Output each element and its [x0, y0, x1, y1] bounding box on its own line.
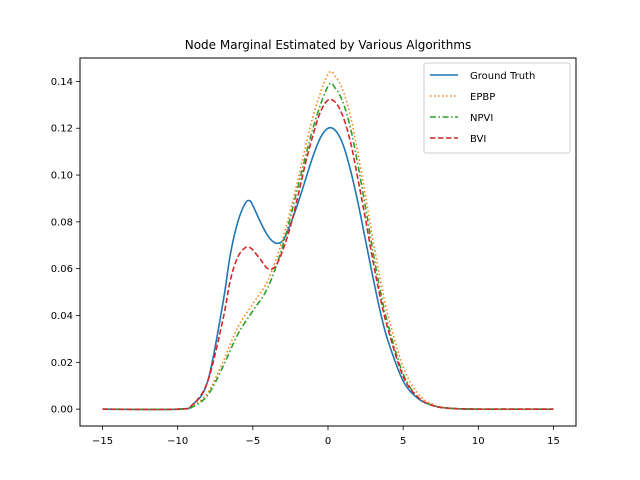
- legend-label: EPBP: [470, 92, 495, 103]
- y-tick-label: 0.08: [51, 217, 73, 228]
- legend-label: BVI: [470, 134, 486, 145]
- x-tick-label: −10: [167, 436, 188, 447]
- y-tick-label: 0.06: [51, 264, 73, 275]
- legend-label: NPVI: [470, 113, 493, 124]
- legend: Ground Truth EPBP NPVI BVI: [423, 62, 571, 154]
- y-tick-label: 0.00: [51, 405, 73, 416]
- plot-lines: [102, 70, 554, 411]
- x-tick-label: −5: [245, 436, 260, 447]
- series-line-1: [102, 126, 554, 411]
- y-tick-label: 0.14: [51, 77, 73, 88]
- y-tick-label: 0.10: [51, 171, 73, 182]
- x-tick-label: 0: [325, 436, 331, 447]
- legend-label: Ground Truth: [470, 71, 535, 82]
- x-axis: −15 −10 −5 0 5 10 15: [92, 426, 560, 447]
- y-tick-label: 0.02: [51, 358, 73, 369]
- legend-box: [423, 62, 571, 154]
- series-line-4: [102, 98, 554, 411]
- chart-title: Node Marginal Estimated by Various Algor…: [185, 38, 472, 52]
- y-tick-label: 0.12: [51, 124, 73, 135]
- x-tick-label: 5: [400, 436, 406, 447]
- x-tick-label: 10: [472, 436, 485, 447]
- x-tick-label: −15: [92, 436, 113, 447]
- y-axis: 0.00 0.02 0.04 0.06 0.08 0.10 0.12 0.14: [51, 77, 80, 416]
- x-tick-label: 15: [547, 436, 560, 447]
- y-tick-label: 0.04: [51, 311, 73, 322]
